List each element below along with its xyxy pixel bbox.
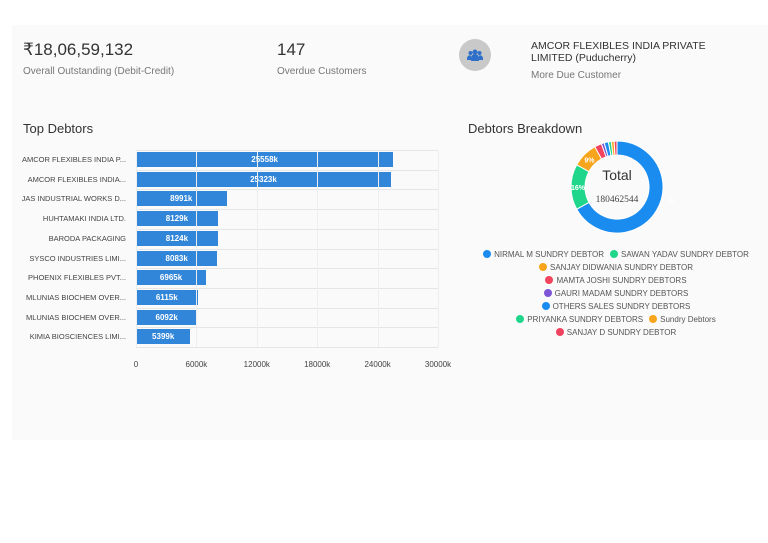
bar-value-label: 6115k bbox=[155, 292, 178, 302]
gridline bbox=[136, 169, 438, 191]
donut-center-label: Total bbox=[602, 167, 632, 183]
gridline bbox=[136, 307, 438, 329]
legend-label: MAMTA JOSHI SUNDRY DEBTORS bbox=[556, 276, 687, 285]
legend-label: SAWAN YADAV SUNDRY DEBTOR bbox=[621, 250, 749, 259]
bar[interactable]: 8083k bbox=[136, 250, 218, 266]
top-customer-label: More Due Customer bbox=[531, 70, 622, 81]
gridline bbox=[136, 268, 438, 289]
bar-category-label: MLUNIAS BIOCHEM OVER... bbox=[25, 312, 126, 322]
slice-label: 67% bbox=[670, 198, 675, 205]
x-tick-label: 30000k bbox=[424, 360, 452, 369]
v-gridline bbox=[256, 150, 258, 347]
overdue-value: 147 bbox=[277, 40, 306, 59]
slice-label: 16% bbox=[571, 185, 586, 192]
bar-value-label: 5399k bbox=[152, 332, 175, 342]
legend-item[interactable]: MAMTA JOSHI SUNDRY DEBTORS bbox=[545, 274, 687, 287]
v-gridline bbox=[438, 150, 439, 347]
v-gridline bbox=[317, 150, 319, 347]
bar[interactable]: 8129k bbox=[136, 211, 218, 227]
bar[interactable]: 6092k bbox=[136, 309, 198, 325]
donut-slice[interactable] bbox=[576, 140, 664, 234]
gridline bbox=[136, 189, 438, 210]
legend-label: SANJAY D SUNDRY DEBTOR bbox=[566, 328, 677, 337]
gridline bbox=[136, 209, 438, 230]
bar-value-label: 25558k bbox=[251, 155, 278, 164]
users-icon bbox=[459, 39, 491, 71]
legend-label: NIRMAL M SUNDRY DEBTOR bbox=[494, 250, 605, 259]
bar-value-label: 8083k bbox=[165, 253, 188, 263]
bar-category-label: HUHTAMAKI INDIA LTD. bbox=[42, 214, 126, 224]
bar-category-label: SYSCO INDUSTRIES LIMI... bbox=[29, 253, 126, 263]
debtors-donut-chart: 67% 16% 9% bbox=[570, 140, 675, 234]
legend-dot-icon bbox=[541, 302, 550, 310]
bar-category-label: KIMIA BIOSCIENCES LIMI... bbox=[29, 332, 126, 342]
gridline bbox=[136, 228, 438, 250]
overdue-label: Overdue Customers bbox=[277, 66, 367, 77]
bar[interactable]: 25558k bbox=[136, 152, 394, 167]
bar-value-label: 8124k bbox=[165, 233, 189, 243]
legend-item[interactable]: Sundry Debtors bbox=[649, 313, 716, 326]
legend-dot-icon bbox=[543, 289, 552, 297]
bar[interactable]: 6965k bbox=[136, 270, 207, 286]
bar-value-label: 8991k bbox=[170, 194, 193, 204]
bar-category-label: AMCOR FLEXIBLES INDIA... bbox=[27, 174, 126, 184]
axis-line bbox=[136, 347, 438, 348]
legend-dot-icon bbox=[555, 328, 564, 336]
legend-dot-icon bbox=[610, 250, 619, 258]
legend-dot-icon bbox=[545, 276, 554, 284]
outstanding-label: Overall Outstanding (Debit-Credit) bbox=[23, 66, 175, 77]
bar[interactable]: 6115k bbox=[136, 289, 198, 305]
x-tick-label: 12000k bbox=[243, 360, 270, 369]
x-tick-label: 6000k bbox=[185, 360, 208, 369]
top-customer-name[interactable]: AMCOR FLEXIBLES INDIA PRIVATE LIMITED (P… bbox=[531, 40, 706, 64]
x-tick-label: 18000k bbox=[304, 360, 331, 369]
legend-item[interactable]: SANJAY D SUNDRY DEBTOR bbox=[555, 326, 677, 339]
legend-dot-icon bbox=[483, 250, 492, 258]
donut-legend: NIRMAL M SUNDRY DEBTOR SAWAN YADAV SUNDRY… bbox=[470, 248, 762, 339]
bar[interactable]: 5399k bbox=[136, 329, 191, 345]
legend-item[interactable]: NIRMAL M SUNDRY DEBTOR bbox=[483, 248, 604, 261]
bar-category-label: PHOENIX FLEXIBLES PVT... bbox=[28, 273, 126, 283]
bar-value-label: 25323k bbox=[250, 174, 277, 184]
x-tick-label: 0 bbox=[133, 360, 139, 369]
legend-dot-icon bbox=[539, 263, 547, 271]
legend-item[interactable]: GAURI MADAM SUNDRY DEBTORS bbox=[543, 287, 689, 300]
legend-dot-icon bbox=[516, 315, 525, 323]
v-gridline bbox=[196, 150, 198, 347]
legend-label: OTHERS SALES SUNDRY DEBTORS bbox=[552, 302, 691, 311]
bar-category-label: BARODA PACKAGING bbox=[48, 233, 126, 243]
gridline bbox=[136, 150, 438, 171]
legend-label: Sundry Debtors bbox=[660, 315, 716, 324]
legend-label: GAURI MADAM SUNDRY DEBTORS bbox=[554, 289, 689, 298]
bar-category-label: MLUNIAS BIOCHEM OVER... bbox=[25, 292, 126, 302]
top-debtors-title: Top Debtors bbox=[23, 121, 94, 136]
x-tick-label: 24000k bbox=[364, 360, 391, 369]
v-gridline bbox=[377, 150, 379, 347]
bar[interactable]: 8124k bbox=[136, 230, 218, 246]
bar[interactable]: 25323k bbox=[136, 171, 391, 187]
legend-label: PRIYANKA SUNDRY DEBTORS bbox=[527, 315, 644, 324]
v-gridline bbox=[136, 150, 137, 347]
breakdown-title: Debtors Breakdown bbox=[468, 121, 583, 136]
bar-category-label: JAS INDUSTRIAL WORKS D... bbox=[21, 194, 126, 204]
legend-item[interactable]: OTHERS SALES SUNDRY DEBTORS bbox=[541, 300, 691, 313]
bar[interactable]: 8991k bbox=[136, 191, 227, 207]
legend-dot-icon bbox=[649, 315, 658, 323]
bar-category-label: AMCOR FLEXIBLES INDIA P... bbox=[21, 155, 126, 164]
gridline bbox=[136, 287, 438, 309]
gridline bbox=[136, 327, 438, 348]
legend-label: SANJAY DIDWANIA SUNDRY DEBTOR bbox=[550, 263, 693, 272]
legend-item[interactable]: SANJAY DIDWANIA SUNDRY DEBTOR bbox=[539, 261, 693, 274]
bar-value-label: 6965k bbox=[159, 273, 183, 283]
donut-center-value: 180462544 bbox=[595, 195, 639, 205]
legend-item[interactable]: PRIYANKA SUNDRY DEBTORS bbox=[516, 313, 643, 326]
legend-item[interactable]: SAWAN YADAV SUNDRY DEBTOR bbox=[610, 248, 749, 261]
outstanding-value: ₹18,06,59,132 bbox=[23, 40, 134, 59]
bar-value-label: 6092k bbox=[155, 312, 178, 322]
donut-slice[interactable] bbox=[613, 140, 618, 156]
slice-label: 9% bbox=[584, 157, 595, 164]
gridline bbox=[136, 248, 438, 270]
bar-value-label: 8129k bbox=[165, 214, 189, 224]
